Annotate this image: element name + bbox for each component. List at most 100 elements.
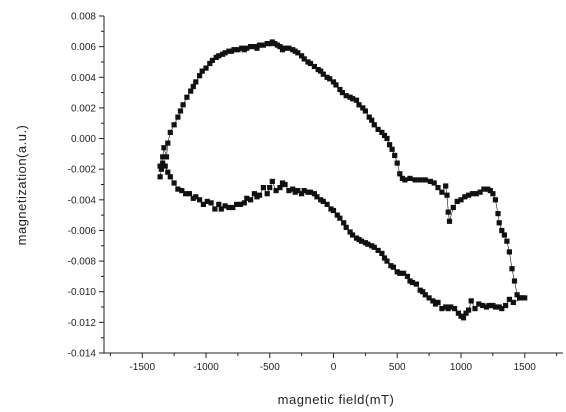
data-point — [311, 63, 317, 70]
data-point — [496, 220, 502, 226]
data-point — [248, 197, 254, 203]
data-point — [180, 102, 186, 108]
data-point — [295, 50, 301, 56]
data-point — [412, 177, 418, 183]
data-point — [241, 200, 247, 206]
data-point — [397, 171, 403, 177]
data-point — [387, 142, 393, 148]
data-point — [466, 192, 472, 198]
data-point — [248, 44, 254, 50]
data-point — [417, 177, 423, 183]
data-point — [481, 186, 487, 192]
data-point — [186, 191, 192, 197]
y-tick-label: -0.002 — [68, 165, 97, 176]
data-point — [452, 306, 458, 312]
data-point — [430, 298, 436, 304]
data-point — [218, 206, 224, 212]
data-point — [193, 79, 199, 85]
data-point — [260, 42, 266, 48]
data-point — [343, 224, 349, 230]
data-point — [443, 304, 449, 310]
data-point — [384, 135, 390, 142]
data-point — [337, 215, 343, 221]
data-point — [216, 201, 222, 207]
data-point — [163, 154, 170, 160]
data-point — [260, 185, 266, 191]
y-tick-label: -0.012 — [68, 318, 97, 329]
data-point — [279, 180, 286, 186]
data-point — [330, 79, 337, 85]
data-point — [381, 132, 388, 139]
data-point — [167, 174, 173, 180]
data-point — [282, 45, 288, 51]
data-point — [343, 93, 349, 99]
data-point — [503, 302, 509, 309]
data-point — [171, 180, 177, 186]
data-point — [324, 201, 330, 207]
data-point — [301, 56, 307, 62]
data-point — [446, 218, 453, 224]
y-tick-label: -0.008 — [68, 257, 97, 268]
data-point — [171, 122, 177, 128]
data-point — [371, 122, 377, 128]
x-tick-label: -1500 — [129, 362, 155, 373]
data-point — [244, 45, 250, 51]
data-point — [318, 68, 324, 74]
data-point — [311, 191, 317, 197]
data-point — [341, 220, 347, 226]
data-point — [458, 197, 464, 203]
data-point — [158, 166, 164, 172]
data-point — [435, 185, 441, 191]
data-point — [314, 194, 320, 200]
data-point — [458, 313, 464, 319]
data-point — [209, 57, 215, 63]
data-point — [320, 71, 326, 77]
data-point — [356, 102, 362, 108]
data-point — [422, 292, 428, 298]
data-point — [407, 278, 413, 284]
data-point — [269, 178, 275, 184]
data-point — [337, 86, 343, 93]
data-series — [157, 39, 528, 321]
data-point — [267, 185, 273, 191]
data-point — [402, 177, 408, 183]
data-point — [455, 310, 461, 316]
y-tick-label: -0.006 — [68, 226, 97, 237]
data-point — [175, 186, 181, 192]
data-point — [360, 105, 366, 111]
y-tick-label: -0.010 — [68, 287, 97, 298]
data-point — [264, 191, 270, 197]
data-point — [230, 204, 236, 211]
data-point — [394, 160, 400, 166]
data-point — [161, 145, 167, 151]
data-point — [290, 186, 296, 192]
data-point — [251, 191, 257, 197]
data-point — [514, 292, 520, 298]
data-point — [492, 197, 498, 203]
data-point — [379, 250, 385, 256]
data-point — [160, 160, 166, 166]
data-point — [190, 83, 196, 90]
data-point — [426, 295, 432, 301]
data-point — [362, 108, 368, 114]
data-point — [427, 178, 433, 184]
data-point — [188, 88, 194, 94]
data-point — [157, 174, 163, 180]
y-axis: -0.014 -0.012 -0.010 -0.008 -0.006 -0.004 -0.0… — [68, 12, 104, 360]
data-point — [469, 191, 476, 197]
data-point — [353, 97, 360, 103]
data-point — [318, 197, 324, 203]
x-tick-label: 0 — [331, 362, 337, 373]
data-point — [511, 278, 518, 284]
data-point — [504, 238, 510, 244]
data-point — [350, 232, 356, 238]
y-axis-title: magnetization(a.u.) — [14, 125, 29, 246]
data-point — [473, 191, 479, 197]
data-point — [369, 243, 375, 249]
data-point — [389, 146, 395, 152]
data-point — [299, 53, 305, 59]
data-point — [401, 270, 407, 276]
data-point — [286, 188, 292, 194]
x-tick-label: 1000 — [450, 362, 473, 373]
